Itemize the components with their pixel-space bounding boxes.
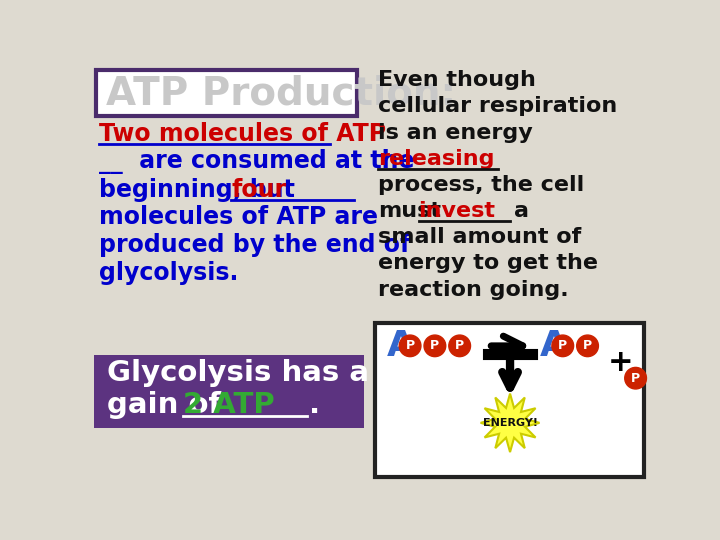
Text: energy to get the: energy to get the bbox=[378, 253, 598, 273]
Text: P: P bbox=[583, 339, 592, 353]
Text: invest: invest bbox=[418, 201, 495, 221]
Text: P: P bbox=[455, 339, 464, 353]
Circle shape bbox=[552, 335, 574, 356]
Polygon shape bbox=[481, 394, 539, 452]
Circle shape bbox=[625, 367, 647, 389]
Text: Even though: Even though bbox=[378, 70, 536, 90]
Text: beginning, but: beginning, but bbox=[99, 178, 295, 201]
Text: reaction going.: reaction going. bbox=[378, 280, 569, 300]
Text: __  are consumed at the: __ are consumed at the bbox=[99, 150, 415, 174]
Text: releasing: releasing bbox=[378, 148, 495, 168]
Text: .: . bbox=[310, 391, 320, 419]
Text: 2 ATP: 2 ATP bbox=[183, 391, 275, 419]
Text: P: P bbox=[431, 339, 439, 353]
Text: small amount of: small amount of bbox=[378, 227, 582, 247]
Text: produced by the end of: produced by the end of bbox=[99, 233, 410, 257]
Text: gain of: gain of bbox=[107, 391, 221, 419]
Circle shape bbox=[399, 335, 421, 356]
Text: A: A bbox=[539, 329, 567, 363]
Text: glycolysis.: glycolysis. bbox=[99, 261, 238, 285]
Text: Two molecules of ATP: Two molecules of ATP bbox=[99, 122, 387, 146]
Text: cellular respiration: cellular respiration bbox=[378, 96, 618, 117]
Text: a: a bbox=[514, 201, 529, 221]
Text: P: P bbox=[405, 339, 415, 353]
Circle shape bbox=[449, 335, 471, 356]
Text: Glycolysis has a: Glycolysis has a bbox=[107, 359, 369, 387]
Text: molecules of ATP are: molecules of ATP are bbox=[99, 205, 378, 229]
Circle shape bbox=[424, 335, 446, 356]
Bar bbox=[94, 355, 364, 428]
Bar bbox=[375, 323, 644, 477]
Text: is an energy: is an energy bbox=[378, 123, 533, 143]
Text: ATP Production:: ATP Production: bbox=[106, 75, 456, 112]
Text: four: four bbox=[231, 178, 286, 201]
Bar bbox=[96, 70, 357, 117]
Text: A: A bbox=[387, 329, 415, 363]
Text: process, the cell: process, the cell bbox=[378, 175, 585, 195]
Text: +: + bbox=[607, 348, 633, 377]
Circle shape bbox=[577, 335, 598, 356]
Text: must: must bbox=[378, 201, 441, 221]
Text: P: P bbox=[631, 372, 640, 384]
Text: ENERGY!: ENERGY! bbox=[482, 418, 538, 428]
Text: P: P bbox=[558, 339, 567, 353]
